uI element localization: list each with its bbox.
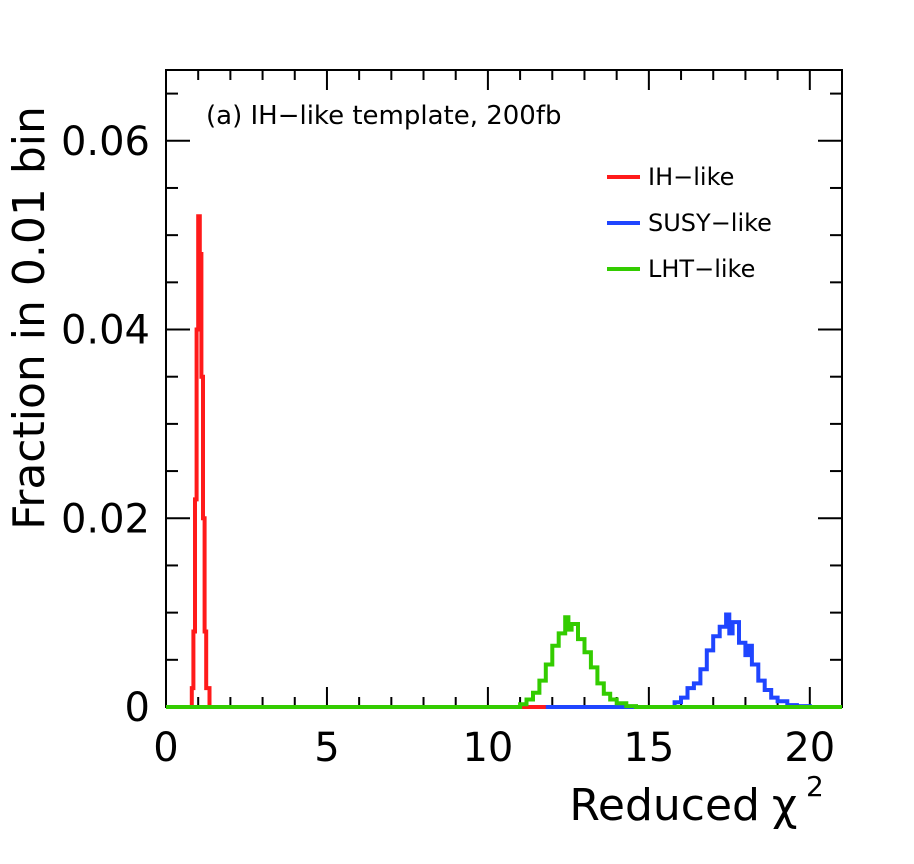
legend-label-susy-like: SUSY−like	[648, 209, 772, 237]
x-tick-label: 15	[623, 725, 674, 771]
legend-label-lht-like: LHT−like	[648, 255, 755, 283]
x-tick-label: 0	[153, 725, 178, 771]
series-layer	[166, 214, 842, 709]
x-axis-superscript: 2	[806, 770, 824, 803]
axis-ticks: 0 5 10 15 20 0 0.02 0.04 0.06	[61, 70, 843, 771]
x-tick-label: 5	[314, 725, 339, 771]
x-axis-chi-symbol: χ	[772, 780, 797, 831]
y-tick-label: 0.02	[61, 496, 150, 542]
series-lht-like	[166, 615, 842, 709]
annotation: (a) IH−like template, 200fb	[206, 101, 562, 131]
y-tick-label: 0.06	[61, 119, 150, 165]
legend-label-ih-like: IH−like	[648, 163, 734, 191]
y-tick-label: 0.04	[61, 308, 150, 354]
series-ih-like	[166, 214, 842, 709]
x-tick-label: 10	[462, 725, 513, 771]
x-axis-title: Reduced	[569, 780, 760, 831]
y-axis-title: Fraction in 0.01 bin	[4, 106, 55, 530]
series-susy-like	[545, 612, 812, 709]
y-tick-label: 0	[125, 685, 150, 731]
plot-frame	[165, 69, 843, 708]
legend: IH−like SUSY−like LHT−like	[607, 163, 772, 283]
x-tick-label: 20	[784, 725, 835, 771]
